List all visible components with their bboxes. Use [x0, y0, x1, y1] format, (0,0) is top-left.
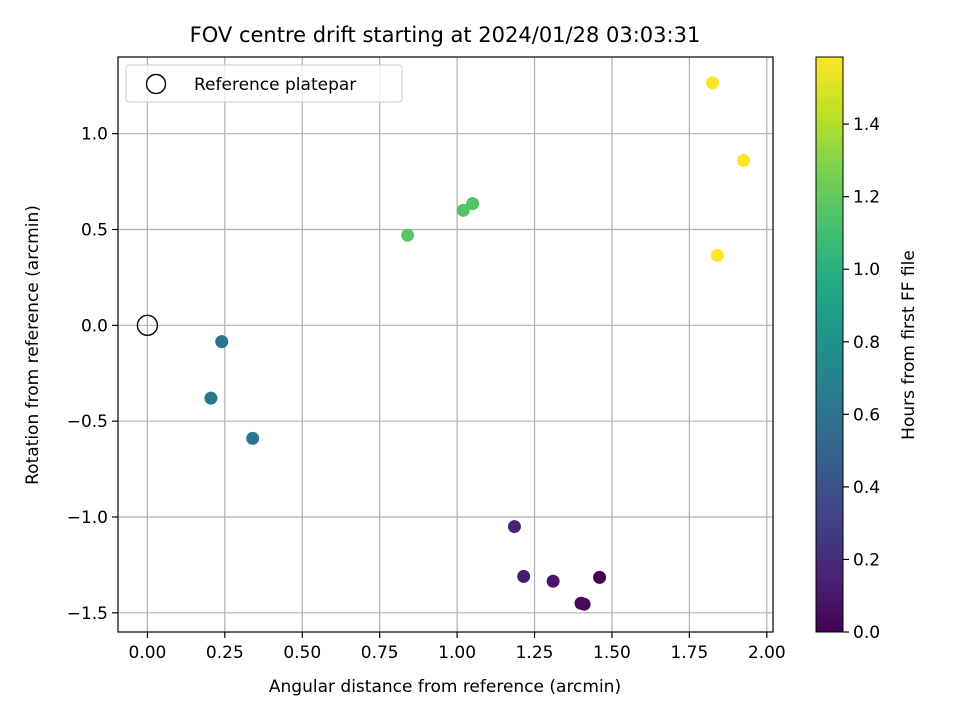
colorbar-tick-label: 0.4	[853, 478, 880, 498]
data-point	[401, 228, 415, 242]
colorbar-tick-label: 1.4	[853, 115, 880, 135]
x-tick-label: 2.00	[748, 643, 786, 663]
data-point	[710, 248, 724, 262]
data-point	[574, 596, 588, 610]
colorbar-label: Hours from first FF file	[899, 250, 919, 440]
data-point	[466, 197, 480, 211]
y-axis-label: Rotation from reference (arcmin)	[23, 205, 43, 485]
legend-label-reference: Reference platepar	[194, 75, 356, 95]
data-point	[215, 335, 229, 349]
colorbar-ticks: 0.0 0.2 0.4 0.6 0.8 1.0 1.2 1.4	[843, 115, 880, 643]
x-tick-label: 0.75	[361, 643, 399, 663]
y-tick-label: 0.0	[81, 316, 108, 336]
x-tick-label: 1.00	[438, 643, 476, 663]
x-tick-label: 0.00	[128, 643, 166, 663]
y-tick-label: −1.0	[67, 508, 108, 528]
data-point	[706, 76, 720, 90]
colorbar: 0.0 0.2 0.4 0.6 0.8 1.0 1.2 1.4 Hours from firs…	[815, 56, 919, 643]
y-tick-label: 1.0	[81, 125, 108, 145]
colorbar-tick-label: 0.0	[853, 623, 880, 643]
colorbar-tick-label: 0.2	[853, 550, 880, 570]
data-point	[204, 391, 218, 405]
data-point	[456, 203, 470, 217]
grid	[118, 57, 773, 632]
colorbar-tick-label: 1.0	[853, 260, 880, 280]
plot-frame	[117, 56, 774, 633]
y-tick-label: −1.5	[67, 604, 108, 624]
data-point	[593, 570, 607, 584]
x-tick-label: 1.75	[670, 643, 708, 663]
scatter-points	[136, 76, 751, 611]
x-tick-label: 1.25	[516, 643, 554, 663]
legend-box	[125, 64, 403, 103]
data-point	[246, 431, 260, 445]
y-tick-label: −0.5	[67, 412, 108, 432]
colorbar-tick-label: 0.8	[853, 333, 880, 353]
data-point	[546, 574, 560, 588]
y-axis-ticks: −1.5 −1.0 −0.5 0.0 0.5 1.0	[67, 125, 118, 624]
legend: Reference platepar	[125, 64, 403, 103]
x-axis-ticks: 0.00 0.25 0.50 0.75 1.00 1.25 1.50 1.75 2.00	[128, 632, 786, 663]
colorbar-tick-label: 1.2	[853, 188, 880, 208]
x-tick-label: 0.50	[283, 643, 321, 663]
chart-title: FOV centre drift starting at 2024/01/28 …	[190, 23, 701, 47]
colorbar-gradient	[815, 56, 844, 633]
legend-marker-reference	[145, 73, 167, 95]
x-tick-label: 0.25	[206, 643, 244, 663]
data-point	[507, 520, 521, 534]
data-point	[517, 569, 531, 583]
colorbar-tick-label: 0.6	[853, 405, 880, 425]
data-point	[737, 154, 751, 167]
x-tick-label: 1.50	[593, 643, 631, 663]
x-axis-label: Angular distance from reference (arcmin)	[269, 677, 621, 697]
y-tick-label: 0.5	[81, 221, 108, 241]
reference-platepar-point	[136, 314, 159, 337]
